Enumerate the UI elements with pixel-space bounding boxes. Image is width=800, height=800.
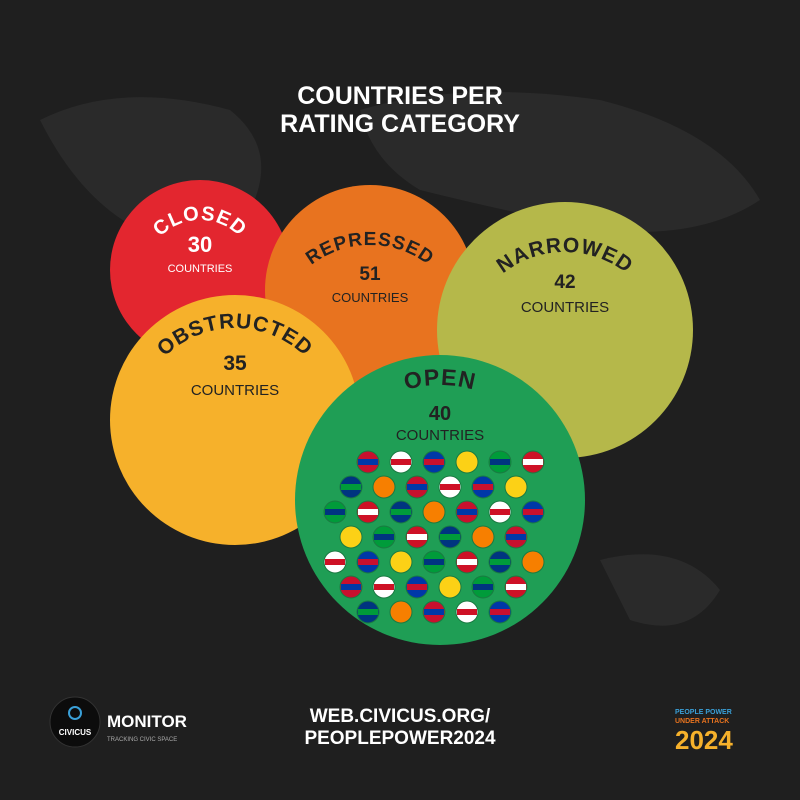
flag-stripe	[391, 609, 411, 615]
flag-stripe	[457, 459, 477, 465]
category-name: OPEN	[401, 364, 478, 395]
flag-stripe	[457, 609, 477, 615]
flag-stripe	[391, 559, 411, 565]
flag-stripe	[424, 559, 444, 565]
flag-stripe	[407, 484, 427, 490]
category-count: 30	[188, 232, 212, 257]
flag-stripe	[490, 459, 510, 465]
logo-icon	[68, 706, 82, 720]
logo-text: CIVICUS	[59, 728, 92, 737]
flag-stripe	[440, 484, 460, 490]
category-unit: COUNTRIES	[521, 299, 609, 316]
category-count: 42	[554, 272, 575, 293]
flag-stripe	[424, 459, 444, 465]
flag-stripe	[523, 559, 543, 565]
flag-stripe	[341, 584, 361, 590]
title: RATING CATEGORY	[280, 110, 520, 138]
category-unit: COUNTRIES	[332, 290, 409, 305]
flag-stripe	[457, 559, 477, 565]
logo-badge	[49, 696, 101, 748]
flag-stripe	[523, 509, 543, 515]
title: COUNTRIES PER	[297, 82, 503, 110]
url: WEB.CIVICUS.ORG/	[310, 706, 491, 727]
flag-stripe	[424, 609, 444, 615]
badge-line: UNDER ATTACK	[675, 718, 729, 725]
flag-stripe	[473, 584, 493, 590]
flag-stripe	[358, 459, 378, 465]
continent	[600, 554, 720, 626]
category-count: 51	[359, 264, 381, 285]
flag-stripe	[506, 484, 526, 490]
flag-stripe	[341, 534, 361, 540]
flag-stripe	[490, 509, 510, 515]
flag-stripe	[391, 459, 411, 465]
flag-stripe	[391, 509, 411, 515]
flag-stripe	[358, 509, 378, 515]
tagline: TRACKING CIVIC SPACE	[107, 737, 177, 743]
flag-stripe	[523, 459, 543, 465]
url: PEOPLEPOWER2024	[304, 728, 496, 749]
footer: CIVICUS MONITOR TRACKING CIVIC SPACE WEB…	[49, 696, 733, 755]
flag-stripe	[407, 584, 427, 590]
flag-stripe	[358, 559, 378, 565]
category-count: 40	[429, 403, 451, 425]
flag-stripe	[490, 609, 510, 615]
flag-stripe	[473, 534, 493, 540]
flag-stripe	[325, 559, 345, 565]
flag-stripe	[325, 509, 345, 515]
flag-stripe	[358, 609, 378, 615]
badge-year: 2024	[675, 725, 733, 755]
category-count: 35	[223, 352, 247, 375]
flag-stripe	[440, 584, 460, 590]
flag-stripe	[440, 534, 460, 540]
flag-stripe	[374, 484, 394, 490]
flag-stripe	[341, 484, 361, 490]
continent	[360, 92, 760, 232]
flag-stripe	[473, 484, 493, 490]
flag-stripe	[457, 509, 477, 515]
flag-stripe	[374, 584, 394, 590]
category-unit: COUNTRIES	[396, 427, 484, 444]
flag-stripe	[506, 534, 526, 540]
flag-stripe	[374, 534, 394, 540]
flag-stripe	[424, 509, 444, 515]
category-name-path: OPEN	[401, 364, 477, 395]
badge-line: PEOPLE POWER	[675, 709, 732, 716]
category-unit: COUNTRIES	[168, 263, 233, 275]
category-circle	[295, 355, 585, 645]
category-unit: COUNTRIES	[191, 382, 279, 399]
brand: MONITOR	[107, 712, 187, 731]
flag-stripe	[407, 534, 427, 540]
flag-stripe	[506, 584, 526, 590]
flag-stripe	[490, 559, 510, 565]
